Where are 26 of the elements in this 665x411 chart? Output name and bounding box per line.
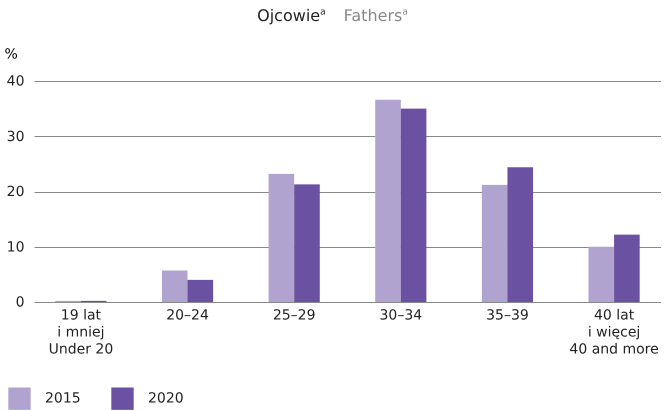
x-tick-label: 40 lat i więcej 40 and more: [569, 308, 659, 358]
x-tick-label: 30–34: [379, 308, 422, 324]
bar: [482, 184, 508, 302]
bar: [588, 246, 614, 302]
bar: [188, 280, 214, 302]
x-tick-label: 35–39: [486, 308, 529, 324]
y-tick-label: 40: [6, 74, 24, 90]
bar: [375, 100, 401, 302]
bar: [614, 234, 640, 302]
legend-label: 2015: [45, 390, 81, 407]
chart-title: Ojcowie$^{a}$: [257, 6, 326, 25]
bar: [507, 167, 534, 302]
x-tick-label: 25–29: [272, 308, 316, 324]
x-tick-label: 19 lat i mniej Under 20: [48, 308, 114, 358]
y-tick-label: 10: [6, 239, 24, 256]
bar: [294, 184, 320, 302]
bar: [162, 270, 188, 302]
x-tick-label: 20–24: [166, 308, 209, 324]
y-tick-label: 30: [6, 128, 24, 145]
y-tick-label: 0: [16, 294, 24, 310]
bar: [268, 174, 294, 302]
chart-subtitle: Fathers$^{a}$: [344, 6, 408, 25]
bar: [400, 108, 426, 302]
y-tick-label: 20: [6, 184, 24, 200]
y-axis-title: %: [4, 46, 18, 62]
legend-label: 2020: [148, 390, 184, 407]
